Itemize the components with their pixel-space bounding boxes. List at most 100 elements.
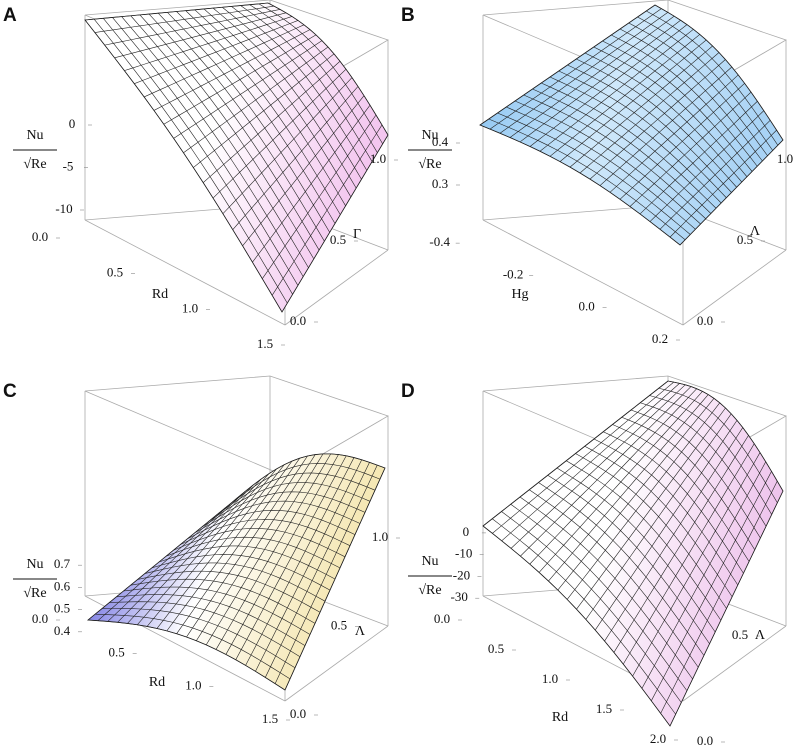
x-tick-label: 0.0 bbox=[32, 229, 48, 244]
plot-box-edge bbox=[84, 219, 286, 326]
surface-mesh bbox=[609, 74, 739, 193]
panel: 0.0 0.5 1.0 1.5 0.0 0.5 1.0 0.7 0.6 0.5 0.4 Rd Λ Nu √R… bbox=[3, 375, 400, 726]
surface-mesh bbox=[222, 463, 381, 511]
y-axis-title: Λ bbox=[355, 624, 366, 639]
x-tick-label: 1.0 bbox=[182, 300, 198, 315]
surface-mesh bbox=[584, 52, 743, 183]
surface-mesh bbox=[589, 59, 726, 180]
surface-mesh bbox=[639, 101, 758, 215]
surface-mesh bbox=[281, 134, 389, 313]
surface-mesh bbox=[654, 4, 784, 141]
surface-mesh bbox=[203, 61, 341, 183]
z-axis-title: Nu bbox=[26, 557, 43, 572]
z-tick-label: 0.5 bbox=[54, 601, 70, 616]
surface-mesh bbox=[613, 435, 749, 653]
z-tick-label: 0 bbox=[69, 116, 76, 131]
surface-mesh bbox=[258, 3, 383, 145]
x-tick-label: -0.4 bbox=[429, 234, 450, 249]
surface-mesh bbox=[658, 387, 778, 503]
z-axis-title-denominator: √Re bbox=[23, 157, 46, 172]
z-axis-title-denominator: √Re bbox=[418, 157, 441, 172]
z-tick-label: -20 bbox=[453, 567, 470, 582]
surface-mesh bbox=[180, 519, 351, 546]
surface-mesh bbox=[232, 86, 359, 230]
surface-mesh bbox=[222, 77, 353, 214]
surface-mesh bbox=[252, 105, 371, 263]
z-axis-title: Nu bbox=[26, 128, 43, 143]
surface-mesh bbox=[604, 427, 744, 642]
surface-mesh bbox=[660, 480, 778, 714]
surface-mesh bbox=[185, 10, 341, 215]
surface-mesh bbox=[203, 8, 352, 198]
x-tick-label: 1.5 bbox=[262, 711, 278, 726]
surface-mesh bbox=[594, 420, 738, 631]
surface-mesh bbox=[201, 491, 366, 528]
z-axis-title-denominator: √Re bbox=[418, 583, 441, 598]
x-tick-label: 0.0 bbox=[434, 611, 450, 626]
surface-mesh bbox=[255, 459, 363, 672]
x-tick-label: 1.5 bbox=[257, 336, 273, 351]
surface-mesh bbox=[222, 7, 362, 180]
surface-mesh bbox=[593, 438, 739, 586]
x-tick-label: 0.5 bbox=[107, 265, 123, 280]
surface-mesh bbox=[646, 10, 779, 146]
x-tick-label: 1.0 bbox=[542, 671, 558, 686]
y-tick-label: 0.5 bbox=[732, 627, 748, 642]
x-tick-label: -0.2 bbox=[503, 266, 524, 281]
y-tick-label: 0.5 bbox=[737, 232, 753, 247]
surface-mesh bbox=[271, 124, 383, 296]
plot-box-edge bbox=[682, 249, 787, 326]
x-tick-label: 2.0 bbox=[650, 731, 666, 746]
y-tick-label: 0.5 bbox=[331, 617, 347, 632]
surface-mesh bbox=[621, 416, 756, 550]
surface-mesh bbox=[196, 454, 316, 641]
x-tick-label: 0.2 bbox=[652, 331, 668, 346]
y-tick-label: 1.0 bbox=[777, 151, 793, 166]
surface-mesh bbox=[245, 457, 355, 666]
surface-mesh bbox=[651, 471, 772, 701]
z-tick-label: -10 bbox=[55, 201, 72, 216]
x-tick-label: 0.0 bbox=[32, 611, 48, 626]
surface-mesh bbox=[225, 454, 339, 655]
surface-mesh bbox=[619, 28, 763, 162]
surface-mesh bbox=[567, 64, 732, 193]
surface-mesh bbox=[187, 509, 356, 540]
z-tick-label: -5 bbox=[63, 158, 74, 173]
plot-box-edge bbox=[482, 219, 684, 326]
plot-box-edge bbox=[284, 625, 389, 702]
y-tick-label: 0.0 bbox=[290, 706, 306, 721]
surface-mesh bbox=[669, 129, 777, 238]
surface-mesh bbox=[215, 472, 376, 516]
surface-mesh bbox=[242, 95, 365, 247]
surface-mesh bbox=[649, 110, 765, 222]
surface bbox=[84, 2, 389, 313]
x-tick-label: 0.5 bbox=[109, 644, 125, 659]
surface-mesh bbox=[265, 462, 370, 678]
y-tick-label: 1.0 bbox=[370, 151, 386, 166]
surface-mesh bbox=[619, 83, 745, 200]
surface-mesh bbox=[632, 452, 761, 677]
surface-mesh bbox=[576, 58, 737, 188]
surface-mesh bbox=[603, 431, 744, 574]
z-tick-label: 0.4 bbox=[432, 134, 449, 149]
y-tick-label: 0.0 bbox=[290, 313, 306, 328]
surface-mesh bbox=[659, 120, 771, 230]
surface-mesh bbox=[599, 66, 733, 186]
surface bbox=[482, 380, 784, 727]
surface-mesh bbox=[235, 455, 347, 660]
y-tick-label: 1.0 bbox=[372, 529, 388, 544]
surface-mesh bbox=[262, 114, 377, 279]
x-axis-title: Hg bbox=[511, 287, 528, 302]
surface-mesh bbox=[628, 22, 768, 156]
z-tick-label: 0 bbox=[463, 524, 470, 539]
surface bbox=[86, 453, 386, 691]
z-axis-title: Nu bbox=[421, 128, 438, 143]
z-tick-label: 0.7 bbox=[54, 556, 71, 571]
surface-mesh bbox=[637, 16, 773, 151]
surface-mesh bbox=[158, 545, 336, 580]
surface-mesh bbox=[667, 380, 784, 492]
surface-mesh bbox=[612, 424, 750, 562]
z-axis-title-denominator: √Re bbox=[23, 586, 46, 601]
surface-mesh bbox=[593, 46, 748, 177]
